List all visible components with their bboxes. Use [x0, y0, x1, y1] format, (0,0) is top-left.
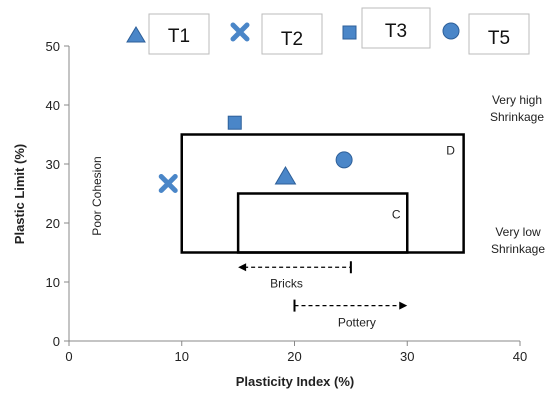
poor-cohesion-label: Poor Cohesion [90, 156, 104, 235]
legend-t2-label: T2 [281, 29, 303, 50]
point-t3-square [227, 115, 242, 130]
y-tick-label: 50 [46, 39, 60, 54]
legend-t3-box [361, 7, 431, 49]
legend-t5-circle-marker [442, 22, 460, 40]
y-tick-label: 40 [46, 98, 60, 113]
bricks-range: Bricks [238, 261, 352, 290]
very-high-shrinkage-label-line1: Very high [492, 93, 542, 107]
very-high-shrinkage-label-line2: Shrinkage [490, 110, 544, 124]
legend-t1-box [148, 13, 210, 55]
x-tick-label: 20 [287, 349, 301, 364]
legend-t1-triangle-marker [126, 26, 146, 43]
y-ticks: 0 10 20 30 40 50 [46, 39, 69, 349]
pottery-range: Pottery [293, 299, 408, 330]
bricks-label: Bricks [270, 276, 303, 290]
very-low-shrinkage-label-line2: Shrinkage [491, 242, 545, 256]
legend: T1 T2 T3 T5 [126, 7, 530, 55]
y-axis-label: Plastic Limit (%) [12, 144, 27, 244]
x-axis-label: Plasticity Index (%) [236, 374, 354, 389]
y-tick-label: 20 [46, 216, 60, 231]
legend-t3-label: T3 [385, 21, 407, 42]
x-tick-label: 10 [175, 349, 189, 364]
point-t5-circle [335, 151, 353, 169]
legend-t3-square-marker [342, 25, 357, 40]
y-tick-label: 10 [46, 275, 60, 290]
point-t1-triangle [274, 165, 297, 185]
pottery-arrowhead [399, 301, 408, 310]
point-t2-x [158, 173, 178, 193]
x-tick-label: 40 [513, 349, 527, 364]
bricks-arrowhead [238, 263, 247, 272]
y-tick-label: 0 [53, 334, 60, 349]
very-low-shrinkage-label-line1: Very low [495, 225, 541, 239]
legend-t2-box [261, 13, 323, 55]
y-tick-label: 30 [46, 157, 60, 172]
region-d-label: D [446, 144, 455, 158]
region-c-label: C [392, 208, 401, 222]
x-tick-label: 30 [400, 349, 414, 364]
legend-t1-label: T1 [168, 26, 190, 47]
legend-t5-box [468, 13, 530, 55]
legend-t5-label: T5 [488, 28, 510, 49]
pottery-label: Pottery [338, 316, 376, 330]
region-c-box [236, 192, 409, 254]
x-ticks: 0 10 20 30 40 [65, 341, 527, 364]
x-tick-label: 0 [65, 349, 72, 364]
legend-t2-x-marker [230, 22, 250, 42]
